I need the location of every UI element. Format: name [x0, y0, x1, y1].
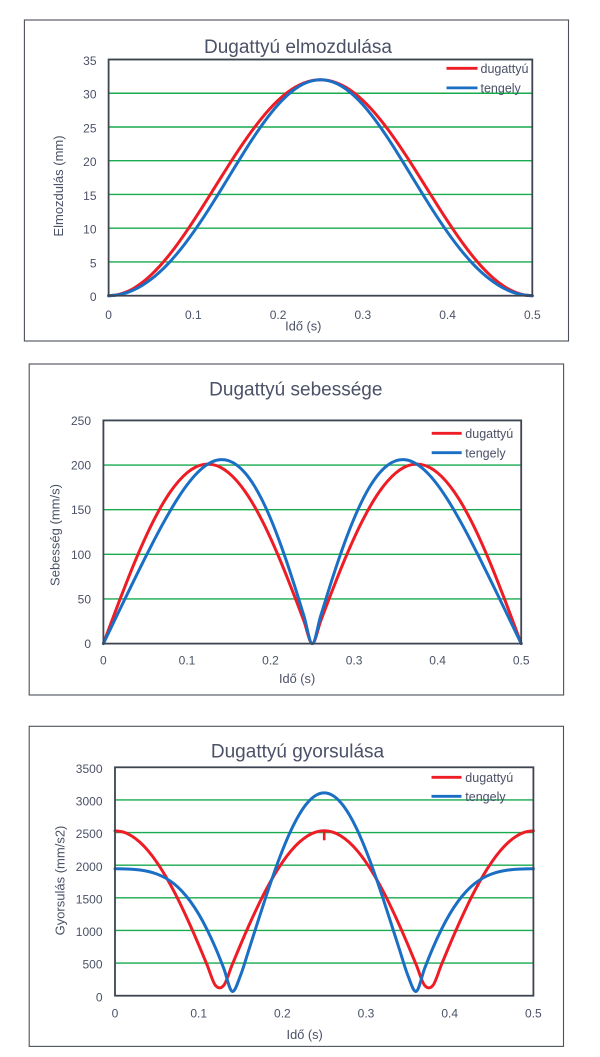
svg-text:0.5: 0.5 — [513, 654, 530, 668]
svg-text:Dugattyú gyorsulása: Dugattyú gyorsulása — [211, 742, 385, 763]
svg-text:250: 250 — [71, 414, 91, 428]
svg-text:Idő (s): Idő (s) — [279, 671, 315, 686]
svg-text:0.5: 0.5 — [525, 1007, 542, 1021]
svg-text:2500: 2500 — [76, 827, 103, 841]
svg-text:Elmozdulás (mm): Elmozdulás (mm) — [51, 135, 66, 236]
svg-text:tengely: tengely — [465, 790, 506, 804]
svg-text:0.4: 0.4 — [441, 1007, 458, 1021]
svg-text:3500: 3500 — [76, 762, 103, 776]
svg-text:Dugattyú sebessége: Dugattyú sebessége — [209, 380, 382, 401]
svg-text:0: 0 — [90, 290, 97, 304]
svg-text:0.2: 0.2 — [270, 308, 287, 322]
svg-text:0.1: 0.1 — [190, 1007, 207, 1021]
svg-text:5: 5 — [90, 256, 97, 270]
svg-text:200: 200 — [71, 459, 91, 473]
svg-text:0: 0 — [96, 990, 103, 1004]
svg-text:100: 100 — [71, 548, 91, 562]
svg-text:0.2: 0.2 — [274, 1007, 291, 1021]
svg-text:0.4: 0.4 — [439, 308, 456, 322]
svg-text:0.1: 0.1 — [185, 308, 202, 322]
svg-text:dugattyú: dugattyú — [465, 427, 513, 441]
svg-text:50: 50 — [78, 592, 92, 606]
svg-text:30: 30 — [83, 88, 97, 102]
svg-text:0: 0 — [112, 1007, 119, 1021]
svg-text:tengely: tengely — [465, 446, 506, 460]
svg-text:0.1: 0.1 — [179, 654, 196, 668]
svg-text:0: 0 — [84, 637, 91, 651]
svg-text:0: 0 — [100, 654, 107, 668]
svg-text:2000: 2000 — [76, 860, 103, 874]
svg-text:1000: 1000 — [76, 925, 103, 939]
svg-text:0.5: 0.5 — [524, 308, 541, 322]
svg-text:15: 15 — [83, 189, 97, 203]
svg-text:Sebesség (mm/s): Sebesség (mm/s) — [48, 484, 63, 586]
svg-text:500: 500 — [82, 958, 102, 972]
svg-text:0.2: 0.2 — [262, 654, 279, 668]
svg-text:Gyorsulás (mm/s2): Gyorsulás (mm/s2) — [53, 826, 68, 936]
svg-text:20: 20 — [83, 155, 97, 169]
svg-text:Idő (s): Idő (s) — [287, 1027, 323, 1042]
svg-text:0.3: 0.3 — [358, 1007, 375, 1021]
svg-text:150: 150 — [71, 503, 91, 517]
svg-text:0.3: 0.3 — [354, 308, 371, 322]
svg-text:Idő (s): Idő (s) — [285, 319, 321, 334]
svg-text:0: 0 — [105, 308, 112, 322]
svg-text:0.3: 0.3 — [346, 654, 363, 668]
svg-text:dugattyú: dugattyú — [465, 771, 513, 785]
svg-text:1500: 1500 — [76, 892, 103, 906]
svg-text:Dugattyú elmozdulása: Dugattyú elmozdulása — [204, 37, 392, 58]
svg-text:dugattyú: dugattyú — [481, 62, 529, 76]
svg-text:25: 25 — [83, 121, 97, 135]
svg-text:3000: 3000 — [76, 795, 103, 809]
svg-text:tengely: tengely — [481, 82, 522, 96]
svg-text:0.4: 0.4 — [429, 654, 446, 668]
svg-text:35: 35 — [83, 54, 97, 68]
svg-text:10: 10 — [83, 223, 97, 237]
